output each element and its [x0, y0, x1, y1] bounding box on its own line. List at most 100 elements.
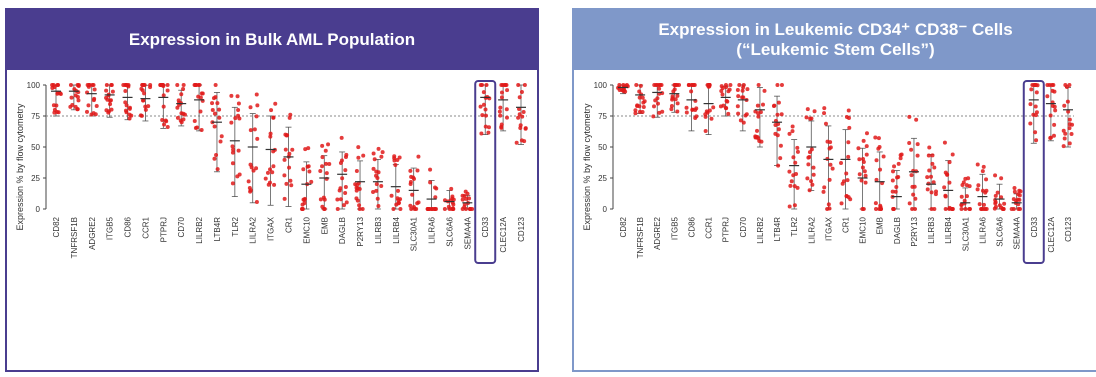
- data-point: [306, 164, 311, 169]
- data-point: [914, 117, 919, 122]
- category-label: LILRB2: [756, 216, 765, 243]
- data-point: [709, 116, 714, 121]
- data-point: [898, 156, 903, 161]
- data-point: [451, 202, 456, 207]
- data-point: [163, 118, 168, 123]
- data-point: [1052, 122, 1057, 127]
- data-point: [652, 83, 657, 87]
- data-point: [303, 147, 308, 152]
- data-point: [460, 197, 465, 202]
- data-point: [984, 188, 989, 193]
- data-point: [282, 173, 287, 178]
- data-point: [793, 160, 798, 165]
- data-point: [108, 102, 113, 107]
- data-point: [1009, 207, 1014, 211]
- data-point: [306, 146, 311, 151]
- data-point: [844, 171, 849, 176]
- data-point: [899, 152, 904, 157]
- data-point: [356, 155, 361, 160]
- data-point: [371, 166, 376, 171]
- data-point: [433, 195, 438, 200]
- data-point: [741, 83, 746, 87]
- highlight-box: [474, 80, 497, 264]
- data-point: [809, 179, 814, 184]
- data-point: [959, 207, 964, 211]
- data-point: [309, 179, 314, 184]
- data-point: [1012, 189, 1017, 194]
- data-point: [693, 107, 698, 112]
- category-label: P2RY13: [910, 216, 919, 246]
- data-point: [684, 110, 689, 115]
- data-point: [499, 95, 504, 100]
- data-point: [467, 196, 472, 201]
- data-point: [755, 103, 760, 108]
- data-point: [320, 164, 325, 169]
- category-label: LTB4R: [773, 217, 782, 242]
- data-point: [92, 96, 97, 101]
- data-point: [775, 133, 780, 138]
- data-point: [217, 115, 222, 120]
- data-point: [984, 177, 989, 182]
- data-point: [192, 119, 197, 124]
- data-point: [1030, 83, 1035, 87]
- data-point: [165, 88, 170, 93]
- data-point: [90, 83, 95, 87]
- data-point: [759, 139, 764, 144]
- data-point: [302, 200, 307, 205]
- data-point: [703, 114, 708, 119]
- data-point: [415, 201, 420, 206]
- category-label: ITGAX: [824, 216, 833, 241]
- data-point: [514, 140, 519, 145]
- data-point: [890, 178, 895, 183]
- data-point: [1017, 207, 1022, 211]
- data-point: [338, 197, 343, 202]
- data-point: [51, 83, 56, 87]
- data-point: [795, 145, 800, 150]
- data-point: [874, 207, 879, 211]
- data-point: [826, 202, 831, 207]
- data-point: [254, 166, 259, 171]
- data-point: [1015, 197, 1020, 202]
- data-point: [804, 115, 809, 120]
- data-point: [947, 205, 952, 210]
- data-point: [775, 83, 780, 87]
- data-point: [821, 189, 826, 194]
- data-point: [724, 85, 729, 90]
- data-point: [789, 179, 794, 184]
- data-point: [862, 169, 867, 174]
- data-point: [776, 163, 781, 168]
- data-point: [215, 101, 220, 106]
- data-point: [641, 100, 646, 105]
- data-point: [981, 164, 986, 169]
- data-point: [268, 131, 273, 136]
- data-point: [830, 166, 835, 171]
- data-point: [771, 103, 776, 108]
- data-point: [737, 83, 742, 87]
- data-point: [246, 179, 251, 184]
- data-point: [86, 103, 91, 108]
- data-point: [87, 83, 92, 87]
- data-point: [1028, 121, 1033, 126]
- data-point: [282, 196, 287, 201]
- data-point: [690, 83, 695, 87]
- data-point: [76, 98, 81, 103]
- category-label: LTB4R: [213, 217, 222, 242]
- data-point: [127, 116, 132, 121]
- data-point: [979, 207, 984, 211]
- data-point: [301, 167, 306, 172]
- category-label: DAGLB: [338, 217, 347, 244]
- data-point: [519, 90, 524, 95]
- data-point: [811, 165, 816, 170]
- data-point: [94, 103, 99, 108]
- category-label: CCR1: [705, 216, 714, 238]
- data-point: [123, 83, 128, 87]
- data-point: [391, 207, 396, 211]
- data-point: [213, 83, 218, 87]
- data-point: [925, 175, 930, 180]
- bulk-aml-panel: Expression in Bulk AML Population 0 25 50 7…: [5, 8, 539, 372]
- data-point: [779, 83, 784, 87]
- data-point: [146, 104, 151, 109]
- data-point: [409, 174, 414, 179]
- data-point: [1062, 136, 1067, 141]
- data-point: [787, 204, 792, 209]
